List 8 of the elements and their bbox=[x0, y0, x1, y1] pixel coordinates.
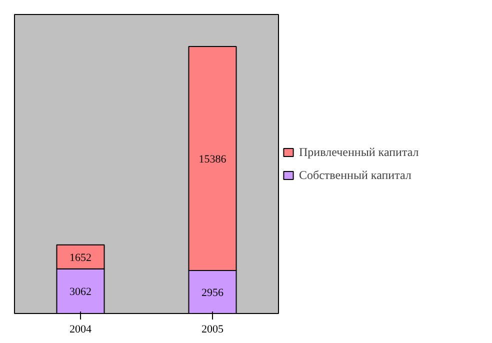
x-tick-label: 2005 bbox=[202, 324, 224, 336]
data-label: 1652 bbox=[70, 252, 92, 264]
legend-label: Привлеченный капитал bbox=[299, 144, 419, 160]
data-label: 3062 bbox=[70, 286, 92, 298]
data-label: 2956 bbox=[202, 286, 224, 299]
data-label: 15386 bbox=[198, 154, 227, 166]
x-tick-label: 2004 bbox=[70, 324, 92, 336]
legend-label: Собственный капитал bbox=[299, 168, 412, 182]
